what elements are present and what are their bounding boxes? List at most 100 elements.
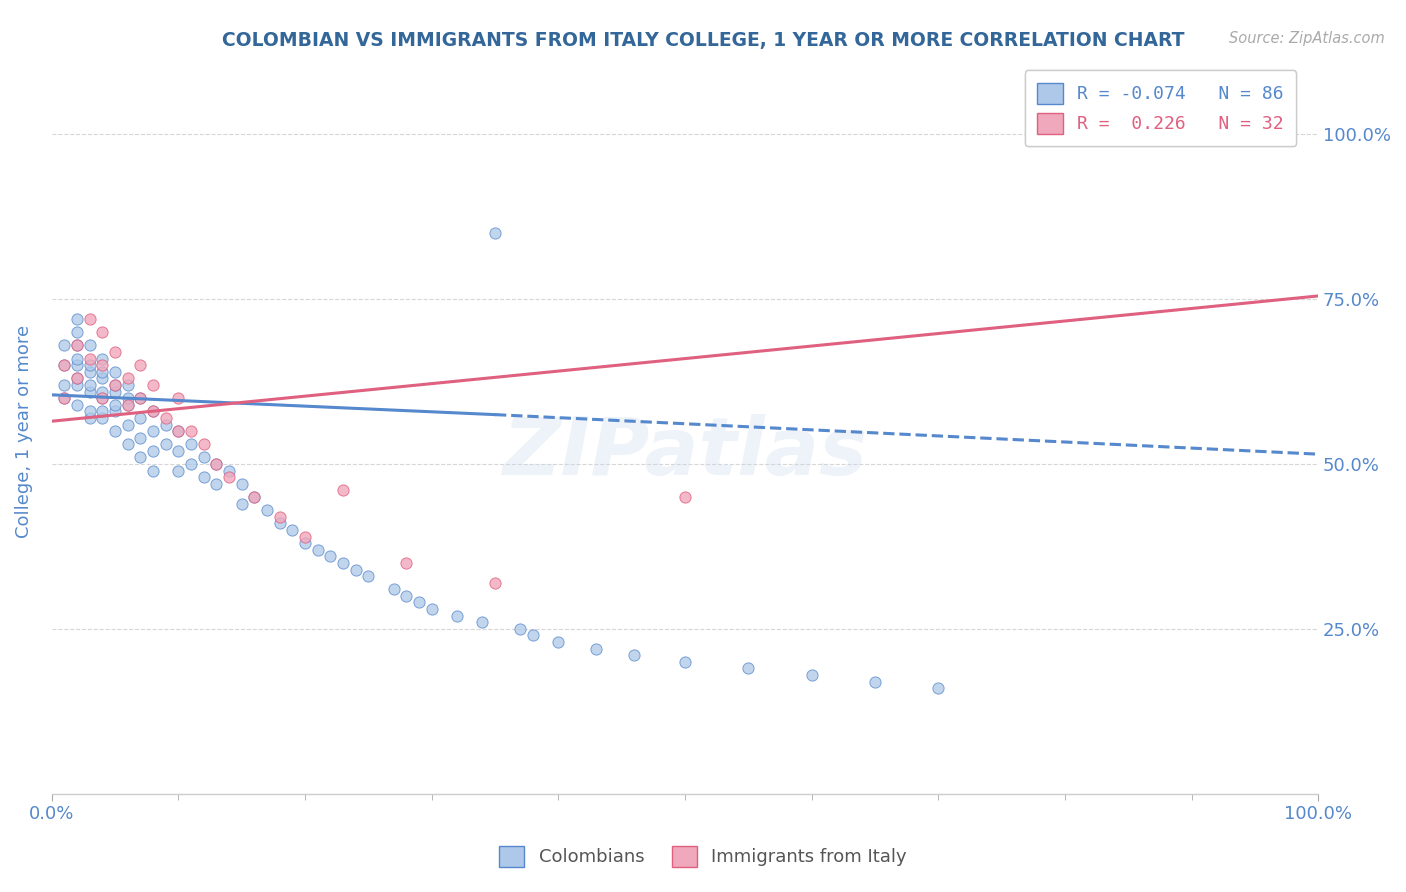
Point <box>142 464 165 478</box>
Point <box>180 424 202 438</box>
Point <box>307 542 329 557</box>
Point <box>167 391 190 405</box>
Point <box>91 325 114 339</box>
Point <box>281 523 304 537</box>
Point <box>319 549 342 564</box>
Point <box>142 378 165 392</box>
Point <box>79 384 101 399</box>
Point <box>269 516 291 531</box>
Point <box>104 378 127 392</box>
Point <box>66 338 89 352</box>
Point <box>117 398 139 412</box>
Point <box>79 351 101 366</box>
Point <box>53 391 76 405</box>
Point <box>484 227 506 241</box>
Point <box>205 457 228 471</box>
Point <box>91 358 114 372</box>
Point <box>79 338 101 352</box>
Point <box>66 351 89 366</box>
Point <box>129 411 152 425</box>
Point <box>673 490 696 504</box>
Point <box>53 391 76 405</box>
Point <box>294 536 316 550</box>
Point <box>142 443 165 458</box>
Point <box>104 404 127 418</box>
Point <box>104 378 127 392</box>
Point <box>117 398 139 412</box>
Text: ZIPatlas: ZIPatlas <box>502 414 868 491</box>
Point <box>155 411 177 425</box>
Point <box>522 628 544 642</box>
Point <box>91 411 114 425</box>
Point <box>408 595 430 609</box>
Point <box>420 602 443 616</box>
Point <box>117 378 139 392</box>
Point <box>167 424 190 438</box>
Point <box>79 365 101 379</box>
Point <box>193 450 215 465</box>
Point <box>66 398 89 412</box>
Point <box>129 391 152 405</box>
Point <box>66 378 89 392</box>
Legend: Colombians, Immigrants from Italy: Colombians, Immigrants from Italy <box>492 838 914 874</box>
Point <box>193 470 215 484</box>
Point <box>104 365 127 379</box>
Point <box>66 371 89 385</box>
Point <box>104 345 127 359</box>
Point <box>167 443 190 458</box>
Point <box>1268 128 1291 142</box>
Point <box>205 476 228 491</box>
Point <box>167 424 190 438</box>
Point <box>382 582 405 597</box>
Point <box>395 589 418 603</box>
Point <box>344 562 367 576</box>
Point <box>231 497 253 511</box>
Point <box>395 556 418 570</box>
Point <box>357 569 380 583</box>
Point <box>294 530 316 544</box>
Point <box>142 404 165 418</box>
Point <box>332 556 354 570</box>
Point <box>129 391 152 405</box>
Point <box>218 470 240 484</box>
Point <box>585 641 607 656</box>
Point <box>117 391 139 405</box>
Point <box>231 476 253 491</box>
Point <box>269 509 291 524</box>
Point <box>53 358 76 372</box>
Point <box>79 404 101 418</box>
Point <box>205 457 228 471</box>
Point <box>117 417 139 432</box>
Point <box>91 404 114 418</box>
Point <box>155 417 177 432</box>
Point <box>53 378 76 392</box>
Point <box>79 378 101 392</box>
Point <box>66 312 89 326</box>
Point <box>91 391 114 405</box>
Point <box>218 464 240 478</box>
Point <box>117 371 139 385</box>
Point <box>673 655 696 669</box>
Point <box>91 384 114 399</box>
Point <box>471 615 494 630</box>
Point <box>484 575 506 590</box>
Point <box>129 450 152 465</box>
Point <box>91 351 114 366</box>
Text: COLOMBIAN VS IMMIGRANTS FROM ITALY COLLEGE, 1 YEAR OR MORE CORRELATION CHART: COLOMBIAN VS IMMIGRANTS FROM ITALY COLLE… <box>222 31 1184 50</box>
Point <box>547 635 569 649</box>
Point <box>243 490 266 504</box>
Legend: R = -0.074   N = 86, R =  0.226   N = 32: R = -0.074 N = 86, R = 0.226 N = 32 <box>1025 70 1296 146</box>
Point <box>623 648 645 663</box>
Point <box>155 437 177 451</box>
Point <box>104 398 127 412</box>
Point <box>91 365 114 379</box>
Point <box>66 325 89 339</box>
Point <box>104 424 127 438</box>
Point <box>509 622 531 636</box>
Point <box>129 431 152 445</box>
Point <box>927 681 949 696</box>
Point <box>167 464 190 478</box>
Point <box>243 490 266 504</box>
Point <box>142 424 165 438</box>
Point <box>129 358 152 372</box>
